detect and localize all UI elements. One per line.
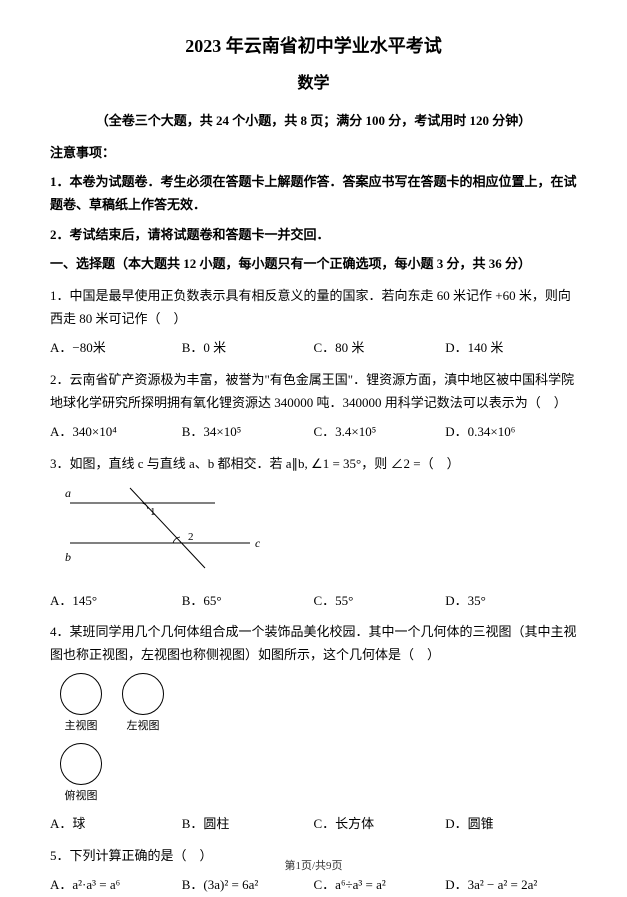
q3-option-c: C．55° (314, 589, 446, 612)
front-view-circle-icon (60, 673, 102, 715)
notice-2: 2．考试结束后，请将试题卷和答题卡一并交回． (50, 223, 577, 246)
q1-option-b: B．0 米 (182, 336, 314, 359)
page-footer: 第1页/共9页 (0, 857, 627, 877)
question-1-options: A．−80米 B．0 米 C．80 米 D．140 米 (50, 336, 577, 359)
three-views-row2: 俯视图 (60, 743, 577, 807)
question-4-options: A．球 B．圆柱 C．长方体 D．圆锥 (50, 812, 577, 835)
top-view: 俯视图 (60, 743, 102, 807)
question-4: 4．某班同学用几个几何体组合成一个装饰品美化校园．其中一个几何体的三视图（其中主… (50, 620, 577, 667)
q4-option-b: B．圆柱 (182, 812, 314, 835)
label-b: b (65, 550, 71, 564)
notice-1: 1．本卷为试题卷．考生必须在答题卡上解题作答．答案应书写在答题卡的相应位置上，在… (50, 170, 577, 217)
q4-option-d: D．圆锥 (445, 812, 577, 835)
q2-option-d: D．0.34×10⁶ (445, 420, 577, 443)
left-view-label: 左视图 (122, 717, 164, 737)
page-title: 2023 年云南省初中学业水平考试 (50, 30, 577, 62)
question-2: 2．云南省矿产资源极为丰富，被誉为"有色金属王国"．锂资源方面，滇中地区被中国科… (50, 368, 577, 415)
q4-option-c: C．长方体 (314, 812, 446, 835)
front-view-label: 主视图 (60, 717, 102, 737)
question-3-options: A．145° B．65° C．55° D．35° (50, 589, 577, 612)
parallel-lines-diagram: a c b 1 2 (60, 483, 577, 580)
q2-option-b: B．34×10⁵ (182, 420, 314, 443)
paper-info: （全卷三个大题，共 24 个小题，共 8 页；满分 100 分，考试用时 120… (50, 109, 577, 132)
front-view: 主视图 (60, 673, 102, 737)
label-angle-1: 1 (150, 506, 156, 518)
question-2-options: A．340×10⁴ B．34×10⁵ C．3.4×10⁵ D．0.34×10⁶ (50, 420, 577, 443)
q3-option-d: D．35° (445, 589, 577, 612)
q2-option-a: A．340×10⁴ (50, 420, 182, 443)
top-view-circle-icon (60, 743, 102, 785)
q1-option-a: A．−80米 (50, 336, 182, 359)
subject-title: 数学 (50, 70, 577, 99)
q4-option-a: A．球 (50, 812, 182, 835)
q1-option-d: D．140 米 (445, 336, 577, 359)
label-angle-2: 2 (188, 531, 194, 543)
label-c: c (255, 536, 260, 550)
left-view-circle-icon (122, 673, 164, 715)
notice-label: 注意事项： (50, 141, 577, 164)
q3-option-a: A．145° (50, 589, 182, 612)
q3-option-b: B．65° (182, 589, 314, 612)
three-views-row1: 主视图 左视图 (60, 673, 577, 737)
question-1: 1．中国是最早使用正负数表示具有相反意义的量的国家．若向东走 60 米记作 +6… (50, 284, 577, 331)
section-1-heading: 一、选择题（本大题共 12 小题，每小题只有一个正确选项，每小题 3 分，共 3… (50, 252, 577, 275)
q1-option-c: C．80 米 (314, 336, 446, 359)
parallel-lines-svg: a c b 1 2 (60, 483, 260, 573)
top-view-label: 俯视图 (60, 787, 102, 807)
q2-option-c: C．3.4×10⁵ (314, 420, 446, 443)
label-a: a (65, 486, 71, 500)
question-3: 3．如图，直线 c 与直线 a、b 都相交．若 a∥b, ∠1 = 35°，则 … (50, 452, 577, 475)
left-view: 左视图 (122, 673, 164, 737)
